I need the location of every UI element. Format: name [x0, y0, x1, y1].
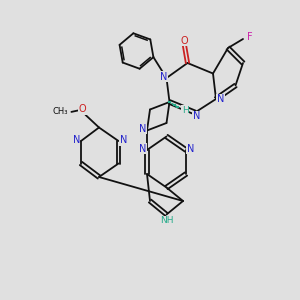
Text: H: H [182, 106, 188, 115]
Text: N: N [139, 143, 146, 154]
Text: O: O [79, 104, 86, 115]
Text: CH₃: CH₃ [53, 107, 68, 116]
Text: O: O [181, 35, 188, 46]
Text: N: N [193, 111, 200, 121]
Text: N: N [217, 94, 224, 104]
Text: N: N [120, 135, 127, 146]
Text: N: N [187, 143, 194, 154]
Text: N: N [73, 135, 80, 146]
Text: N: N [139, 124, 146, 134]
Text: N: N [160, 71, 167, 82]
Text: F: F [247, 32, 252, 42]
Text: NH: NH [160, 216, 173, 225]
